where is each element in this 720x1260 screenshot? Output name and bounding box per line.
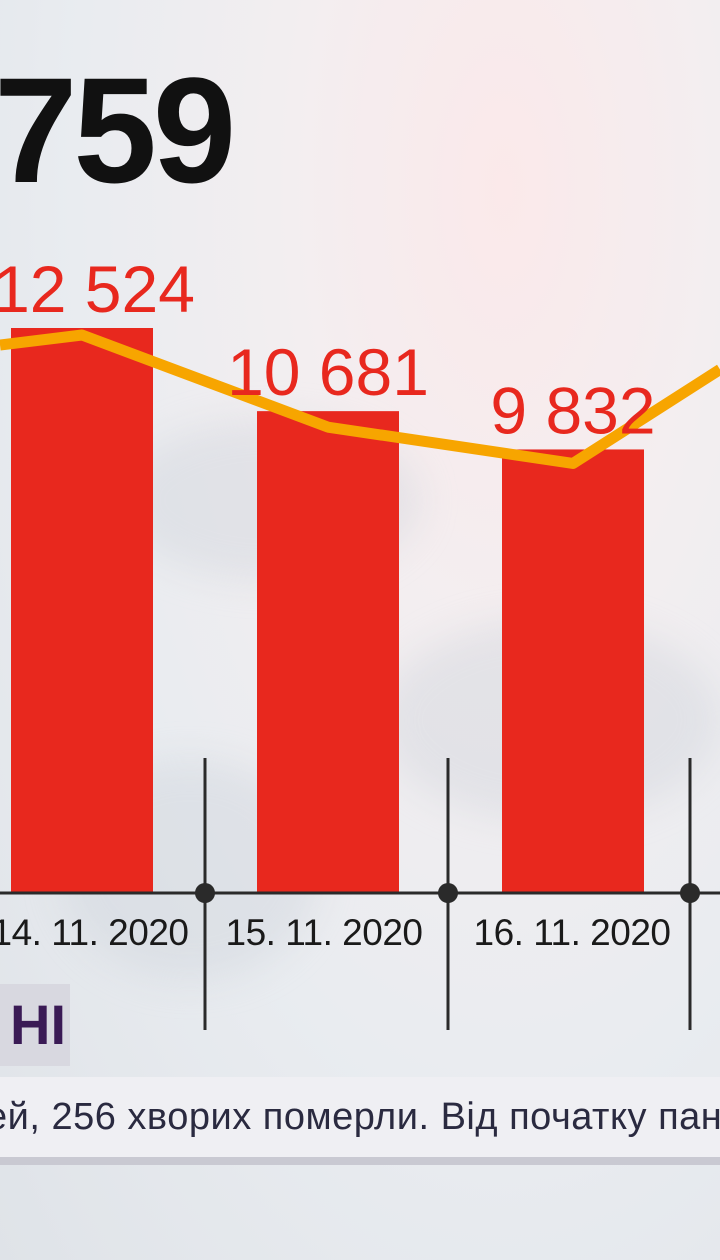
date-label-3: 16. 11. 2020 xyxy=(473,912,672,953)
news-ticker: ей, 256 хворих померли. Від початку панд… xyxy=(0,1077,720,1157)
headline-number: 759 xyxy=(0,46,236,214)
date-label-2: 15. 11. 2020 xyxy=(225,912,424,953)
ticker-text: ей, 256 хворих померли. Від початку панд… xyxy=(0,1096,720,1138)
axis-node-1 xyxy=(195,883,215,903)
caption-fragment: НІ xyxy=(0,984,70,1066)
axis-node-2 xyxy=(438,883,458,903)
bar-3 xyxy=(502,449,644,893)
trend-line xyxy=(0,329,720,469)
value-label-2: 10 681 xyxy=(227,335,429,409)
ticker-edge xyxy=(0,1157,720,1165)
value-label-3: 9 832 xyxy=(490,373,655,447)
value-label-1: 12 524 xyxy=(0,252,195,326)
axis-node-3 xyxy=(680,883,700,903)
bar-2 xyxy=(257,411,399,893)
bar-1 xyxy=(11,328,153,893)
date-label-1: 14. 11. 2020 xyxy=(0,912,189,953)
